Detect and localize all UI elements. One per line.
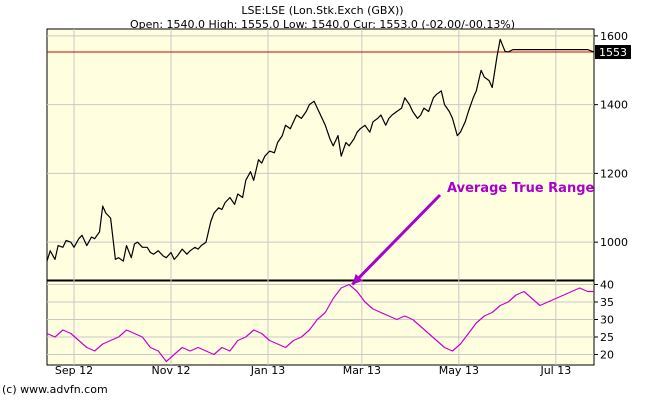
x-tick-label: Sep 12: [55, 364, 93, 377]
ohlc-summary: Open: 1540.0 High: 1555.0 Low: 1540.0 Cu…: [129, 18, 516, 31]
atr-y-tick-label: 40: [600, 279, 614, 292]
annotation-label: Average True Range: [447, 181, 595, 196]
annotation: Average True Range: [351, 181, 595, 286]
atr-y-tick-label: 35: [600, 296, 614, 309]
current-price-line: 1553: [47, 45, 631, 60]
price-y-tick-label: 1400: [600, 99, 628, 112]
price-series-line: [46, 38, 595, 262]
atr-series-line: [46, 283, 594, 363]
atr-y-tick-label: 30: [600, 314, 614, 327]
annotation-arrow-head: [352, 273, 363, 285]
chart-title: LSE:LSE (Lon.Stk.Exch (GBX)): [241, 4, 404, 17]
x-tick-label: Nov 12: [152, 364, 191, 377]
copyright-text: (c) www.advfn.com: [2, 383, 108, 396]
price-y-tick-label: 1000: [600, 236, 628, 249]
price-y-tick-label: 1600: [600, 30, 628, 43]
x-tick-label: Jan 13: [250, 364, 285, 377]
current-price-label: 1553: [599, 46, 627, 59]
series-lines: [46, 38, 595, 363]
atr-panel: [46, 280, 595, 366]
annotation-arrow-line: [351, 193, 442, 286]
atr-y-tick-label: 20: [600, 349, 614, 362]
x-tick-label: Mar 13: [343, 364, 381, 377]
axis-labels: Sep 12 Nov 12 Jan 13 Mar 13 May 13 Jul 13 1000…: [55, 30, 628, 377]
x-tick-label: Jul 13: [539, 364, 571, 377]
price-panel: [46, 28, 595, 281]
x-tick-label: May 13: [439, 364, 479, 377]
price-y-tick-label: 1200: [600, 167, 628, 180]
atr-y-tick-label: 25: [600, 331, 614, 344]
current-price-box: [595, 45, 631, 60]
